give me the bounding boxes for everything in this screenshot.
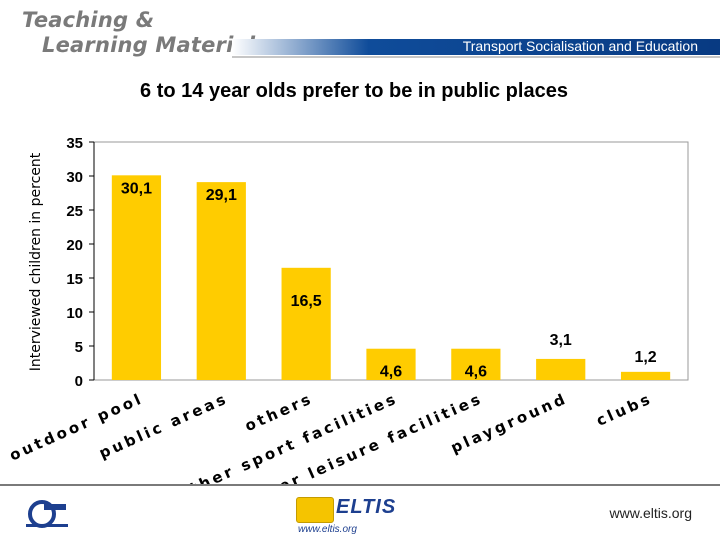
- header-underline: [232, 56, 720, 58]
- partner-logo-icon: [26, 500, 68, 528]
- bar: [281, 267, 331, 380]
- bar: [196, 182, 246, 380]
- y-axis-label: Interviewed children in percent: [28, 152, 44, 371]
- plot-area: [93, 141, 689, 381]
- eltis-bus-icon: [296, 497, 334, 523]
- chart-title: 6 to 14 year olds prefer to be in public…: [140, 80, 568, 102]
- footer-rule: [0, 484, 720, 486]
- bar: [536, 358, 586, 380]
- y-tick-label: 30: [66, 169, 83, 186]
- footer-url: www.eltis.org: [609, 505, 692, 521]
- x-category-label: outdoor pool: [7, 389, 146, 464]
- bar: [620, 371, 671, 380]
- y-tick-label: 10: [66, 305, 83, 322]
- bar: [451, 348, 501, 380]
- bar-data-label: 29,1: [206, 187, 237, 204]
- y-tick-label: 5: [75, 339, 83, 356]
- bar-data-label: 3,1: [550, 332, 572, 349]
- logo-teaching: Teaching &: [22, 8, 155, 32]
- bar-chart: 6 to 14 year olds prefer to be in public…: [7, 80, 689, 484]
- logo-learning-materials: Learning Materials: [42, 33, 268, 57]
- y-tick-label: 20: [66, 237, 83, 254]
- bar: [366, 348, 416, 380]
- eltis-logo: ELTIS: [336, 496, 397, 518]
- bar-data-label: 4,6: [465, 364, 487, 381]
- x-category-label: clubs: [594, 389, 656, 430]
- bar-data-label: 30,1: [121, 180, 152, 197]
- eltis-logo-url: www.eltis.org: [298, 524, 357, 535]
- header-bar: [232, 39, 720, 55]
- bar-data-label: 4,6: [380, 364, 402, 381]
- y-tick-label: 0: [75, 373, 83, 390]
- bar-data-label: 16,5: [291, 293, 322, 310]
- y-tick-label: 35: [66, 135, 83, 152]
- y-tick-label: 15: [66, 271, 83, 288]
- header-title: Transport Socialisation and Education: [462, 38, 698, 54]
- bar: [111, 175, 162, 380]
- bar-data-label: 1,2: [634, 349, 656, 366]
- y-tick-label: 25: [66, 203, 83, 220]
